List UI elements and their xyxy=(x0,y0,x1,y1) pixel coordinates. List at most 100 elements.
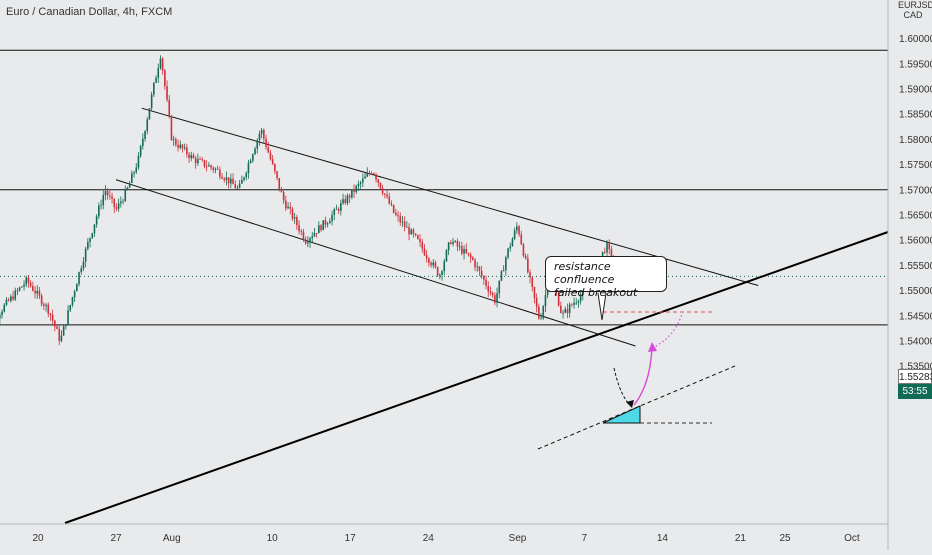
candle-body xyxy=(487,285,490,292)
candle-body xyxy=(324,220,327,225)
annotation-line-2: failed breakout xyxy=(554,286,638,299)
candle-body xyxy=(340,203,342,211)
projection-arc xyxy=(633,347,653,406)
candle-body xyxy=(322,220,325,231)
candle-body xyxy=(357,183,360,186)
candle-body xyxy=(403,221,406,227)
candle-body xyxy=(131,173,133,183)
candle-body xyxy=(124,189,127,201)
candle-body xyxy=(148,108,151,120)
candle-body xyxy=(210,165,212,168)
candle-body xyxy=(245,172,248,178)
candle-body xyxy=(181,144,184,149)
candle-body xyxy=(421,242,424,249)
candle-body xyxy=(346,195,349,204)
candle-body xyxy=(179,144,182,148)
candle-body xyxy=(170,116,173,141)
candle-body xyxy=(513,230,516,239)
candle-body xyxy=(62,326,65,336)
candle-body xyxy=(278,178,281,189)
candle-body xyxy=(502,270,505,272)
candle-body xyxy=(307,242,309,244)
candle-body xyxy=(243,177,245,180)
candle-body xyxy=(89,237,91,242)
candle-body xyxy=(263,129,265,139)
candle-body xyxy=(577,301,580,303)
candle-body xyxy=(221,176,223,179)
candle-body xyxy=(428,258,430,263)
candle-body xyxy=(601,251,604,258)
candle-body xyxy=(183,147,186,149)
candle-body xyxy=(443,261,446,272)
candle-body xyxy=(379,182,382,189)
candle-body xyxy=(122,200,124,202)
candle-body xyxy=(546,289,549,295)
candle-body xyxy=(56,326,58,329)
candle-body xyxy=(21,286,23,288)
candle-body xyxy=(203,160,206,167)
callout-pointer xyxy=(597,292,607,321)
candle-body xyxy=(432,262,435,266)
candle-body xyxy=(1,311,3,316)
candle-body xyxy=(463,248,465,254)
candle-body xyxy=(606,242,608,253)
candle-body xyxy=(566,309,569,313)
candle-body xyxy=(260,129,263,134)
candle-body xyxy=(32,286,34,291)
candle-body xyxy=(177,144,179,148)
y-tick-label: 1.59500 xyxy=(899,59,932,70)
channel-upper-line xyxy=(141,107,759,287)
y-tick-label: 1.60000 xyxy=(899,34,932,45)
y-tick-label: 1.57500 xyxy=(899,160,932,171)
y-tick-label: 1.54500 xyxy=(899,311,932,322)
candle-body xyxy=(342,199,344,204)
candle-body xyxy=(291,208,294,219)
candle-body xyxy=(485,279,487,286)
candle-body xyxy=(60,335,63,341)
candle-body xyxy=(298,225,300,232)
candle-body xyxy=(450,242,452,244)
y-tick-label: 1.55500 xyxy=(899,261,932,272)
candle-body xyxy=(91,233,94,238)
candle-body xyxy=(412,229,415,234)
candle-body xyxy=(78,272,80,285)
candle-body xyxy=(544,294,547,307)
candle-body xyxy=(353,189,355,192)
candle-body xyxy=(254,148,256,155)
candle-body xyxy=(518,226,520,235)
candle-body xyxy=(370,173,373,175)
candle-body xyxy=(289,206,292,209)
candle-body xyxy=(579,294,582,302)
x-tick-label: 20 xyxy=(32,533,44,544)
candle-body xyxy=(399,216,402,223)
annotation-callout[interactable]: resistance confluence failed breakout xyxy=(545,256,667,299)
candle-body xyxy=(335,209,338,210)
candle-body xyxy=(49,313,52,315)
candle-body xyxy=(465,248,468,253)
candle-body xyxy=(194,158,197,164)
candle-body xyxy=(223,178,226,181)
candle-body xyxy=(430,262,432,266)
candle-body xyxy=(498,280,501,294)
candle-body xyxy=(560,305,562,313)
candle-body xyxy=(540,318,542,319)
candle-body xyxy=(252,154,254,161)
candle-body xyxy=(258,133,261,141)
candle-body xyxy=(7,299,10,301)
candle-body xyxy=(333,209,336,215)
projection-arc-head xyxy=(648,342,657,352)
x-tick-label: Sep xyxy=(509,533,527,544)
candle-body xyxy=(472,257,474,260)
candle-body xyxy=(522,244,525,257)
candle-body xyxy=(568,304,571,313)
candle-body xyxy=(238,183,241,188)
candle-body xyxy=(47,304,50,314)
candle-body xyxy=(454,241,457,242)
candle-body xyxy=(505,257,507,271)
candle-body xyxy=(474,259,476,268)
candle-body xyxy=(452,241,454,244)
candle-body xyxy=(331,214,333,222)
candle-body xyxy=(280,188,283,193)
candle-body xyxy=(315,233,318,234)
candle-body xyxy=(575,302,578,304)
